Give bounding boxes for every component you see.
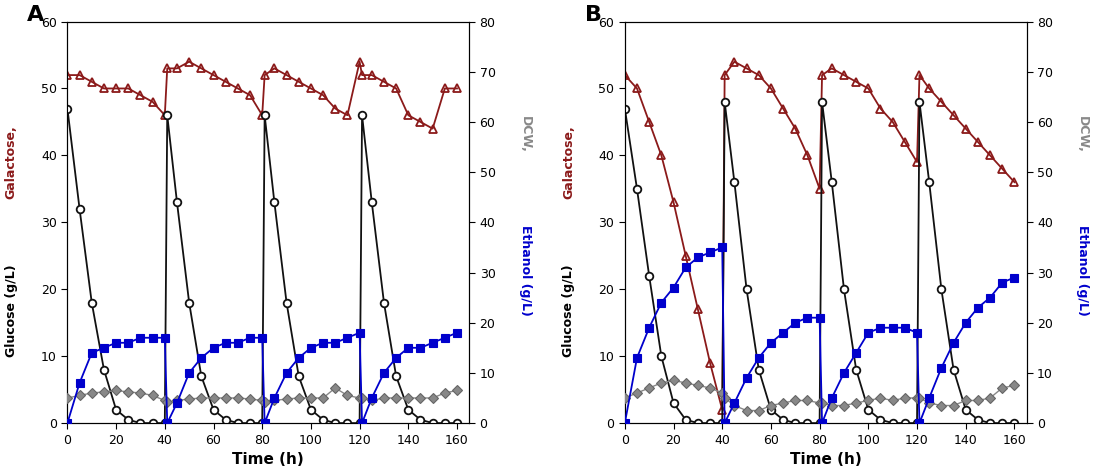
X-axis label: Time (h): Time (h) [232, 452, 304, 467]
Text: Ethanol (g/L): Ethanol (g/L) [519, 225, 532, 316]
X-axis label: Time (h): Time (h) [790, 452, 862, 467]
Text: Glucose (g/L): Glucose (g/L) [4, 264, 18, 357]
Text: Ethanol (g/L): Ethanol (g/L) [1076, 225, 1090, 316]
Text: Galactose,: Galactose, [4, 125, 18, 199]
Text: DCW,: DCW, [519, 116, 532, 153]
Text: Glucose (g/L): Glucose (g/L) [562, 264, 575, 357]
Text: DCW,: DCW, [1076, 116, 1090, 153]
Text: B: B [584, 6, 602, 26]
Text: Galactose,: Galactose, [562, 125, 575, 199]
Text: A: A [27, 6, 45, 26]
